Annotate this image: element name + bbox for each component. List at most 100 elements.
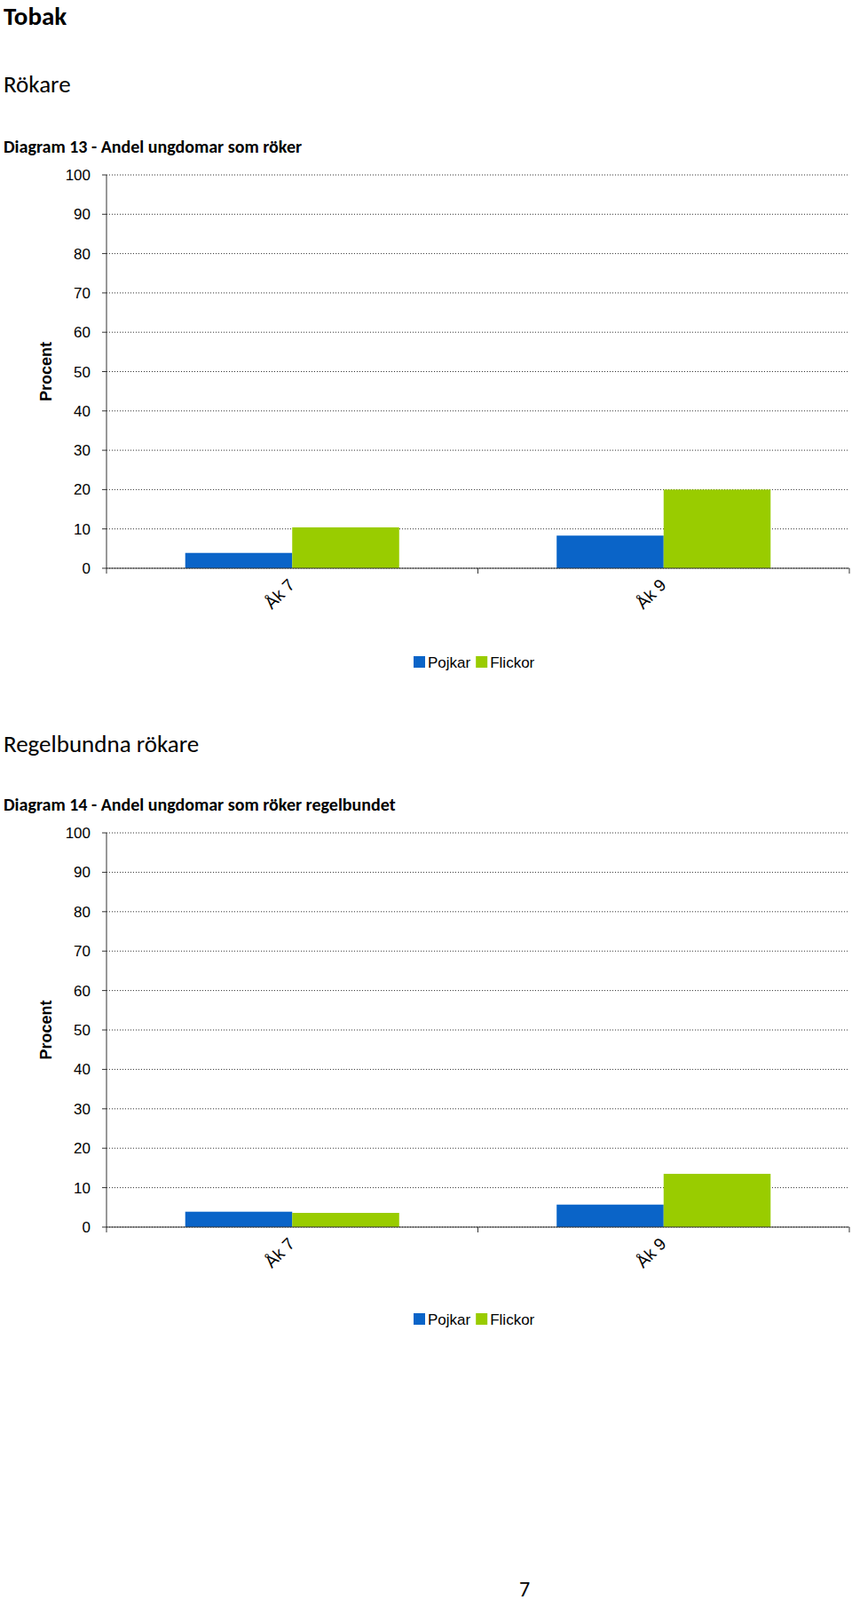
tick-label: 20 bbox=[73, 481, 91, 498]
bar bbox=[556, 1204, 664, 1227]
tick-label: 0 bbox=[82, 560, 91, 577]
grid-line bbox=[106, 370, 850, 372]
legend: Pojkar Flickor bbox=[413, 654, 536, 671]
category-divider bbox=[477, 1226, 479, 1232]
tick-mark bbox=[102, 291, 107, 293]
tick-mark bbox=[102, 568, 107, 569]
legend-swatch bbox=[413, 655, 426, 668]
grid-line bbox=[106, 871, 850, 873]
tick-mark bbox=[102, 449, 107, 451]
grid-line bbox=[106, 449, 850, 451]
category-label: Åk 7 bbox=[260, 575, 299, 613]
category-divider bbox=[106, 568, 108, 574]
tick-mark bbox=[102, 950, 107, 952]
page: Tobak Rökare Diagram 13 - Andel ungdomar s… bbox=[0, 0, 852, 1600]
bars bbox=[185, 489, 772, 568]
bar bbox=[291, 1212, 400, 1227]
tick-mark bbox=[102, 1107, 107, 1109]
legend: Pojkar Flickor bbox=[413, 1310, 536, 1328]
grid-line bbox=[106, 174, 850, 176]
grid-line bbox=[106, 291, 850, 293]
legend-swatch bbox=[475, 655, 488, 668]
y-axis bbox=[106, 832, 108, 1227]
tick-label: 90 bbox=[73, 863, 91, 881]
category-label: Åk 9 bbox=[632, 1233, 671, 1271]
bar bbox=[185, 1211, 293, 1227]
tick-label: 60 bbox=[73, 323, 91, 341]
tick-mark bbox=[102, 370, 107, 372]
chart-title: Diagram 13 - Andel ungdomar som röker bbox=[3, 135, 302, 158]
chart: Regelbundna rökareDiagram 14 - Andel ung… bbox=[3, 728, 850, 1328]
tick-label: 70 bbox=[73, 284, 91, 302]
legend-swatch bbox=[475, 1312, 488, 1325]
grid-line bbox=[106, 331, 850, 333]
tick-label: 80 bbox=[73, 903, 91, 921]
category-divider bbox=[106, 1226, 108, 1232]
grid-line bbox=[106, 1068, 850, 1070]
tick-mark bbox=[102, 1186, 107, 1188]
grid-line bbox=[106, 950, 850, 952]
grid-line bbox=[106, 832, 850, 834]
section-heading: Rökare bbox=[3, 69, 71, 99]
tick-mark bbox=[102, 174, 107, 176]
legend-label: Pojkar bbox=[427, 654, 472, 671]
tick-label: 30 bbox=[73, 1100, 91, 1118]
grid-line bbox=[106, 989, 850, 991]
tick-mark bbox=[102, 528, 107, 529]
y-axis bbox=[106, 174, 108, 568]
tick-mark bbox=[102, 832, 107, 834]
tick-mark bbox=[102, 489, 107, 490]
page-number: 7 bbox=[519, 1575, 530, 1600]
grid-line bbox=[106, 1107, 850, 1109]
tick-mark bbox=[102, 1068, 107, 1070]
grid-line bbox=[106, 252, 850, 254]
tick-label: 0 bbox=[82, 1218, 91, 1236]
tick-label: 30 bbox=[73, 441, 91, 459]
legend-label: Pojkar bbox=[427, 1310, 472, 1328]
tick-mark bbox=[102, 910, 107, 912]
axis-title: Procent bbox=[37, 341, 56, 402]
tick-mark bbox=[102, 410, 107, 411]
bar bbox=[663, 489, 772, 568]
tick-mark bbox=[102, 213, 107, 215]
category-label: Åk 7 bbox=[260, 1233, 299, 1271]
tick-label: 10 bbox=[73, 1179, 91, 1197]
category-divider bbox=[849, 1226, 851, 1232]
chart-title: Diagram 14 - Andel ungdomar som röker re… bbox=[3, 793, 396, 815]
grid-line bbox=[106, 1147, 850, 1149]
tick-label: 50 bbox=[73, 363, 91, 381]
grid-line bbox=[106, 1029, 850, 1031]
tick-mark bbox=[102, 252, 107, 254]
tick-label: 100 bbox=[65, 824, 91, 842]
tick-mark bbox=[102, 1226, 107, 1228]
tick-label: 60 bbox=[73, 982, 91, 1000]
page-heading: Tobak bbox=[3, 0, 67, 32]
tick-label: 40 bbox=[73, 402, 91, 420]
legend-swatch bbox=[413, 1312, 426, 1325]
category-divider bbox=[849, 568, 851, 574]
grid-line bbox=[106, 410, 850, 411]
grid-line bbox=[106, 213, 850, 215]
tick-label: 90 bbox=[73, 205, 91, 223]
tick-mark bbox=[102, 871, 107, 873]
legend-label: Flickor bbox=[489, 654, 535, 671]
tick-label: 70 bbox=[73, 942, 91, 960]
tick-mark bbox=[102, 331, 107, 333]
category-divider bbox=[477, 568, 479, 574]
tick-label: 100 bbox=[65, 166, 91, 184]
tick-mark bbox=[102, 1147, 107, 1149]
bar bbox=[291, 527, 400, 568]
chart: Rökare Diagram 13 - Andel ungdomar som rö… bbox=[3, 69, 850, 671]
bar bbox=[663, 1173, 772, 1227]
tick-label: 40 bbox=[73, 1060, 91, 1078]
bars bbox=[185, 1173, 772, 1227]
tick-label: 10 bbox=[73, 520, 91, 538]
legend-label: Flickor bbox=[489, 1310, 535, 1328]
tick-label: 20 bbox=[73, 1139, 91, 1157]
grid-line bbox=[106, 910, 850, 912]
tick-mark bbox=[102, 989, 107, 991]
bar bbox=[185, 552, 293, 568]
axis-title: Procent bbox=[37, 999, 56, 1059]
category-label: Åk 9 bbox=[632, 575, 671, 613]
tick-mark bbox=[102, 1029, 107, 1031]
